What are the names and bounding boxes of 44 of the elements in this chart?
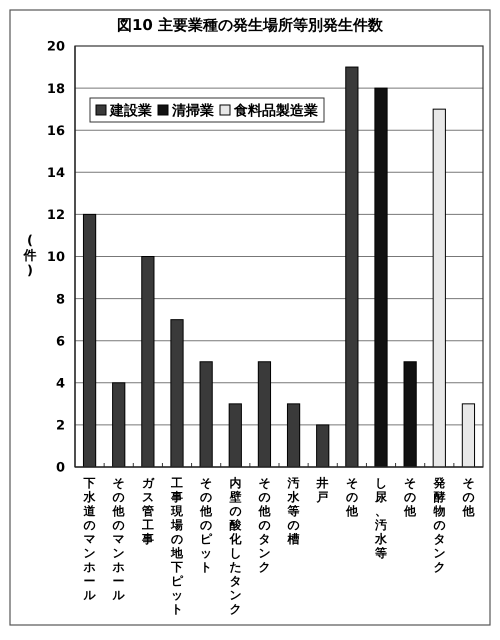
bar — [82, 214, 96, 468]
chart-title: 図10 主要業種の発生場所等別発生件数 — [116, 16, 384, 34]
y-axis-title: (件) — [22, 234, 36, 278]
y-tick-label: 2 — [56, 418, 65, 434]
y-tick-label: 0 — [56, 460, 65, 476]
legend-label: 建設業 — [109, 103, 152, 120]
y-tick-label: 6 — [56, 334, 65, 350]
x-tick-label: し尿、汚水等 — [374, 476, 388, 560]
bar — [141, 256, 154, 468]
y-tick-label: 16 — [46, 124, 65, 139]
bar — [404, 361, 417, 468]
x-tick-label: その他のピット — [199, 476, 214, 574]
y-tick-label: 20 — [46, 40, 65, 55]
bar — [286, 403, 300, 468]
bar — [345, 66, 358, 468]
bar — [112, 382, 126, 468]
bar — [200, 361, 213, 468]
legend-label: 清掃業 — [171, 103, 214, 120]
y-tick-label: 12 — [46, 208, 65, 224]
x-tick-label: 汚水等の槽 — [286, 476, 301, 546]
x-tick-label: 井戸 — [316, 476, 329, 504]
bar — [432, 108, 446, 468]
bar — [228, 403, 242, 468]
x-tick-label: その他 — [344, 476, 359, 518]
x-tick-label: ガス管工事 — [140, 476, 155, 546]
bar — [462, 403, 476, 468]
bar — [170, 319, 184, 468]
bar — [316, 424, 330, 468]
x-tick-label: その他のタンク — [257, 476, 272, 574]
y-tick-label: 8 — [56, 292, 65, 308]
category-label: 下水道のマンホール — [84, 476, 96, 602]
y-tick-label: 10 — [46, 250, 65, 266]
bar — [258, 361, 272, 468]
y-tick-label: 14 — [46, 166, 65, 181]
x-tick-label: 発酵物のタンク — [432, 476, 446, 574]
bar — [374, 88, 388, 468]
legend-label: 食料品製造業 — [233, 103, 318, 120]
y-tick-label: 4 — [56, 376, 65, 392]
category-label: 工事現場の地下ピット — [171, 476, 183, 616]
x-tick-label: その他 — [461, 476, 476, 518]
x-tick-label: その他 — [403, 476, 418, 518]
category-label: 内壁の酸化したタンク — [229, 476, 242, 616]
y-tick-label: 18 — [46, 82, 65, 97]
category-label: その他のマンホール — [112, 476, 125, 602]
